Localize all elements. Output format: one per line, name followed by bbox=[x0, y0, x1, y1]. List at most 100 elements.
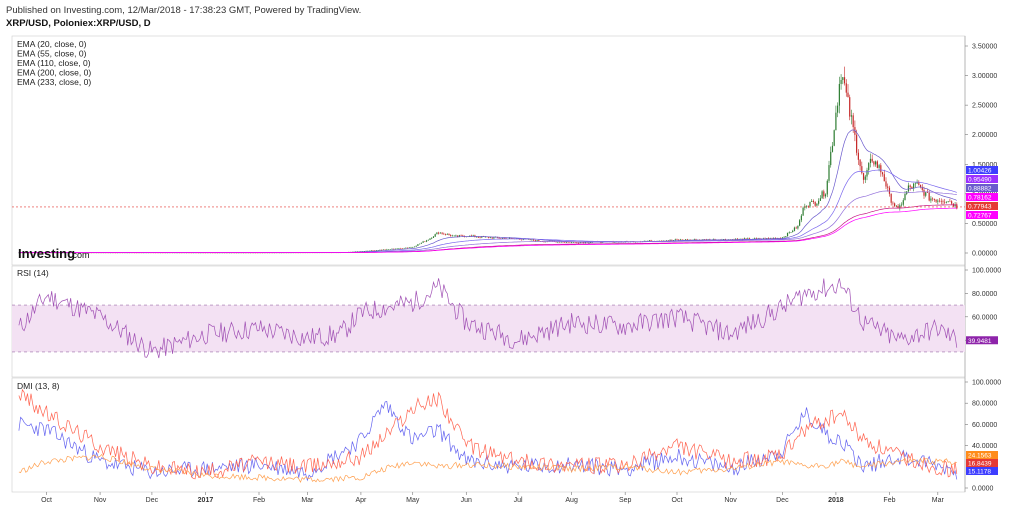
candle-body bbox=[417, 244, 419, 246]
time-tick-label: Mar bbox=[301, 497, 314, 504]
candle-body bbox=[938, 200, 941, 202]
candle-body bbox=[797, 225, 799, 229]
candle-body bbox=[816, 203, 818, 206]
candle-body bbox=[583, 242, 585, 243]
candle-body bbox=[828, 165, 830, 181]
candle-body bbox=[379, 249, 381, 251]
candle-body bbox=[862, 173, 865, 180]
rsi-tick-label: 60.0000 bbox=[972, 314, 997, 321]
price-tick-label: 0.00000 bbox=[972, 251, 997, 258]
candle-body bbox=[562, 241, 564, 243]
candle-body bbox=[470, 235, 473, 237]
candle-body bbox=[538, 240, 540, 242]
candle-body bbox=[520, 239, 523, 241]
candle-body bbox=[648, 240, 650, 241]
time-tick-label: Jun bbox=[461, 497, 472, 504]
candle-body bbox=[919, 184, 922, 188]
candle-body bbox=[738, 238, 740, 240]
candle-body bbox=[786, 232, 789, 237]
candle-body bbox=[377, 250, 379, 251]
price-badge bbox=[966, 175, 998, 183]
candle-body bbox=[819, 198, 821, 201]
dmi-value-label: 15.1178 bbox=[968, 469, 991, 476]
candle-body bbox=[956, 204, 958, 209]
candle-body bbox=[807, 205, 809, 207]
candle-body bbox=[845, 83, 847, 93]
candle-body bbox=[793, 227, 796, 231]
dmi-tick-label: 80.0000 bbox=[972, 401, 997, 408]
candle-body bbox=[550, 240, 552, 242]
candle-body bbox=[422, 241, 424, 243]
candle-body bbox=[387, 249, 390, 250]
rsi-tick-label: 80.0000 bbox=[972, 291, 997, 298]
logo-brand: Investing bbox=[18, 246, 75, 261]
candle-body bbox=[868, 163, 870, 170]
candle-body bbox=[498, 237, 500, 239]
candle-body bbox=[420, 242, 422, 244]
candle-body bbox=[455, 235, 457, 237]
candle-body bbox=[444, 234, 447, 235]
dmi-value-label: 16.8439 bbox=[968, 461, 992, 468]
candle-body bbox=[900, 204, 903, 206]
candle-body bbox=[678, 239, 680, 241]
dmi-panel-frame bbox=[11, 377, 966, 493]
candle-body bbox=[856, 134, 858, 153]
candle-body bbox=[443, 233, 445, 235]
time-tick-label: May bbox=[406, 497, 420, 504]
candle-body bbox=[792, 230, 794, 233]
time-tick-label: Jul bbox=[514, 497, 523, 504]
candle-body bbox=[755, 238, 758, 239]
candle-body bbox=[396, 248, 398, 250]
dmi-plus-di-line bbox=[18, 400, 958, 482]
candle-body bbox=[842, 77, 844, 81]
legend-ema-200: EMA (200, close, 0) bbox=[17, 68, 91, 78]
candle-body bbox=[679, 239, 682, 241]
candle-body bbox=[676, 239, 678, 241]
candle-body bbox=[866, 169, 868, 177]
candle-body bbox=[902, 200, 904, 205]
candle-body bbox=[216, 252, 219, 254]
candle-body bbox=[837, 105, 839, 113]
candle-body bbox=[386, 249, 388, 250]
candle-body bbox=[565, 242, 568, 243]
candle-body bbox=[724, 239, 726, 240]
candle-body bbox=[672, 240, 675, 241]
time-tick-label: Feb bbox=[253, 497, 265, 504]
candle-body bbox=[229, 252, 231, 254]
time-tick-label: Dec bbox=[776, 497, 789, 504]
candle-body bbox=[564, 242, 566, 243]
candle-body bbox=[818, 200, 820, 204]
candle-body bbox=[401, 248, 403, 249]
candle-body bbox=[809, 201, 811, 207]
legend-ema-233: EMA (233, close, 0) bbox=[17, 77, 91, 87]
candle-body bbox=[488, 236, 490, 238]
candle-body bbox=[451, 235, 454, 237]
candle-body bbox=[529, 239, 531, 241]
candle-body bbox=[439, 232, 441, 234]
investing-logo: Investing .com bbox=[18, 246, 90, 261]
ema-legend: EMA (20, close, 0) EMA (55, close, 0) EM… bbox=[17, 39, 91, 87]
candle-body bbox=[363, 251, 365, 252]
candle-body bbox=[759, 238, 761, 240]
candle-body bbox=[405, 247, 407, 249]
candle-body bbox=[925, 192, 927, 196]
candle-body bbox=[431, 237, 433, 239]
dmi-value-badge bbox=[966, 451, 998, 459]
candle-body bbox=[824, 194, 827, 197]
candle-body bbox=[519, 239, 521, 240]
candle-body bbox=[436, 232, 438, 235]
candle-body bbox=[458, 235, 460, 237]
time-tick-label: Mar bbox=[932, 497, 945, 504]
candle-body bbox=[581, 242, 583, 243]
candle-body bbox=[840, 80, 842, 84]
candle-body bbox=[869, 158, 872, 164]
candle-body bbox=[375, 250, 378, 251]
candle-body bbox=[237, 252, 239, 254]
candle-body bbox=[650, 240, 652, 242]
published-caption: Published on Investing.com, 12/Mar/2018 … bbox=[6, 5, 362, 16]
candle-body bbox=[876, 161, 878, 168]
candle-body bbox=[875, 161, 877, 165]
dmi-panel-label: DMI (13, 8) bbox=[17, 381, 60, 391]
time-tick-label: Oct bbox=[41, 497, 52, 504]
